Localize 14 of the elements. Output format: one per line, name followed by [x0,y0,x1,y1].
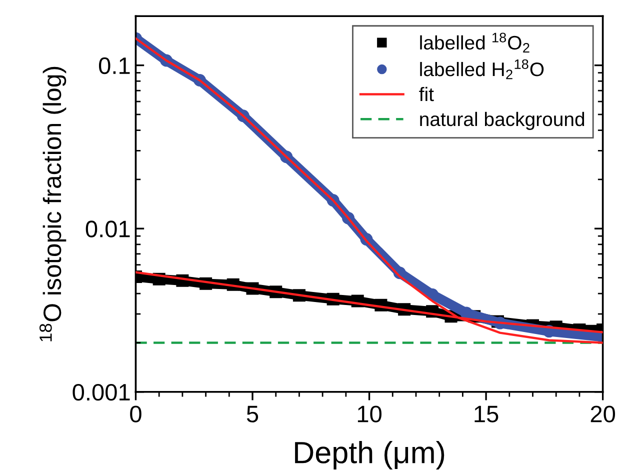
x-axis-title: Depth (μm) [295,440,444,470]
legend-label: labelled $^{18}$O$_{2}$ [420,32,530,53]
x-tick-label: 0 [130,406,142,422]
y-tick-label: 0.01 [86,220,130,238]
x-tick-label: 5 [246,406,258,422]
x-tick-label: 10 [358,406,382,422]
x-tick-label: 20 [590,406,616,422]
y-axis-title: $^{18}$O isotopic fraction (log) [39,66,66,342]
legend-label: labelled H$_{2}$$^{18}$O [420,59,544,80]
legend-label: fit [419,86,434,102]
legend-label: natural background [420,112,584,130]
y-tick-label: 0.001 [72,384,130,401]
x-tick-label: 15 [474,406,498,422]
y-tick-label: 0.1 [98,57,130,74]
